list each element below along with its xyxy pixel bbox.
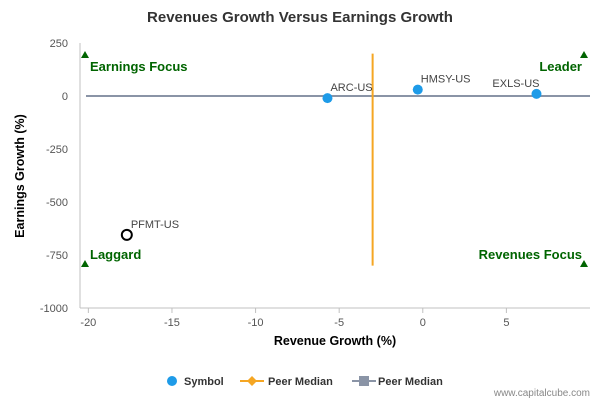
legend-label-peer-median-1: Peer Median	[268, 376, 333, 388]
plot-area	[79, 43, 590, 309]
x-tick-label: 5	[503, 317, 509, 329]
x-tick-label: -10	[248, 317, 264, 329]
y-tick-label: -250	[46, 144, 68, 156]
data-points: ARC-US HMSY-US EXLS-US PFMT-US	[120, 74, 542, 241]
legend-symbol-circle-icon	[167, 376, 177, 386]
legend-label-symbol: Symbol	[184, 376, 224, 388]
data-point-label: PFMT-US	[131, 219, 179, 231]
x-tick-label: -15	[164, 317, 180, 329]
data-point-label: HMSY-US	[421, 74, 471, 86]
axis-ticks: -20 -15 -10 -5 0 5 250 0 -250 -500 -750 -1000	[40, 38, 510, 329]
quadrant-marker-bottom-right	[580, 260, 588, 267]
credit-text: www.capitalcube.com	[493, 388, 590, 399]
quadrant-label-revenues-focus: Revenues Focus	[479, 247, 582, 262]
quadrant-label-earnings-focus: Earnings Focus	[90, 59, 188, 74]
x-tick-label: 0	[420, 317, 426, 329]
quadrant-marker-top-right	[580, 51, 588, 58]
y-axis-title: Earnings Growth (%)	[13, 114, 27, 238]
legend-label-peer-median-2: Peer Median	[378, 376, 443, 388]
data-point	[322, 93, 333, 104]
quadrant-labels: Earnings Focus Leader Laggard Revenues F…	[81, 51, 588, 267]
data-point	[412, 84, 423, 95]
data-point-label: ARC-US	[330, 82, 372, 94]
quadrant-marker-bottom-left	[81, 260, 89, 267]
x-tick-label: -5	[334, 317, 344, 329]
chart-title: Revenues Growth Versus Earnings Growth	[147, 9, 453, 26]
quadrant-label-laggard: Laggard	[90, 247, 141, 262]
y-tick-label: 250	[50, 38, 68, 50]
x-tick-label: -20	[80, 317, 96, 329]
legend: Symbol Peer Median Peer Median	[167, 376, 443, 388]
data-point-label: EXLS-US	[492, 78, 539, 90]
y-tick-label: -1000	[40, 303, 68, 315]
y-tick-label: 0	[62, 91, 68, 103]
data-point	[120, 228, 133, 241]
x-axis-title: Revenue Growth (%)	[274, 334, 396, 348]
data-point	[531, 88, 542, 99]
legend-square-icon	[359, 376, 369, 386]
y-tick-label: -500	[46, 197, 68, 209]
quadrant-marker-top-left	[81, 51, 89, 58]
y-tick-label: -750	[46, 250, 68, 262]
peer-median-lines	[86, 53, 590, 266]
legend-diamond-icon	[247, 376, 257, 386]
quadrant-label-leader: Leader	[539, 59, 582, 74]
